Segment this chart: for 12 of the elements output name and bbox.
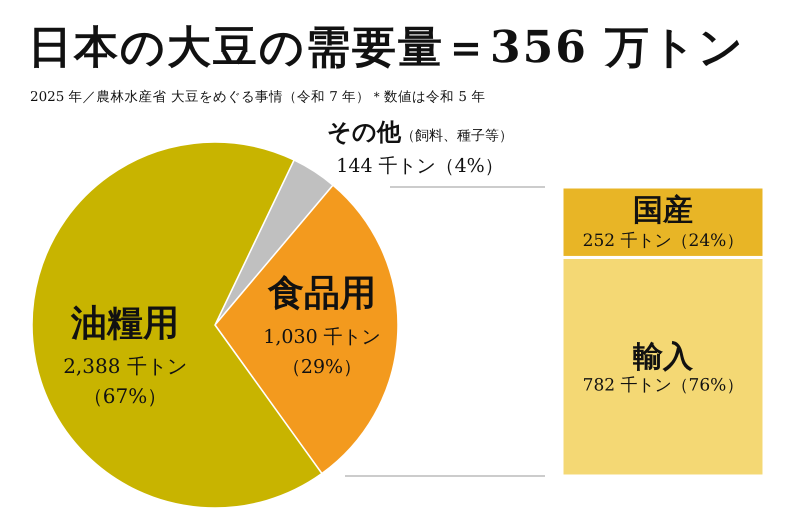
data-label: 2,388 千トン（67%） [63,354,187,408]
chart-title: 日本の大豆の需要量＝356 万トン [28,22,746,73]
chart-subtitle: 2025 年／農林水産省 大豆をめぐる事情（令和 7 年）＊数値は令和 5 年 [30,89,486,105]
data-label: 252 千トン（24%） [582,231,744,252]
data-label: 782 千トン（76%） [582,376,744,396]
data-label: 1,030 千トン（29%） [263,326,381,378]
series-label: 輸入 [632,340,694,375]
series-label: 国産 [633,193,693,228]
data-label: 144 千トン（4%） [336,155,504,177]
slice-label: 油糧用 [70,302,179,344]
slice-label: 食品用 [267,272,376,314]
slice-label: その他（飼料、種子等） [327,117,513,146]
